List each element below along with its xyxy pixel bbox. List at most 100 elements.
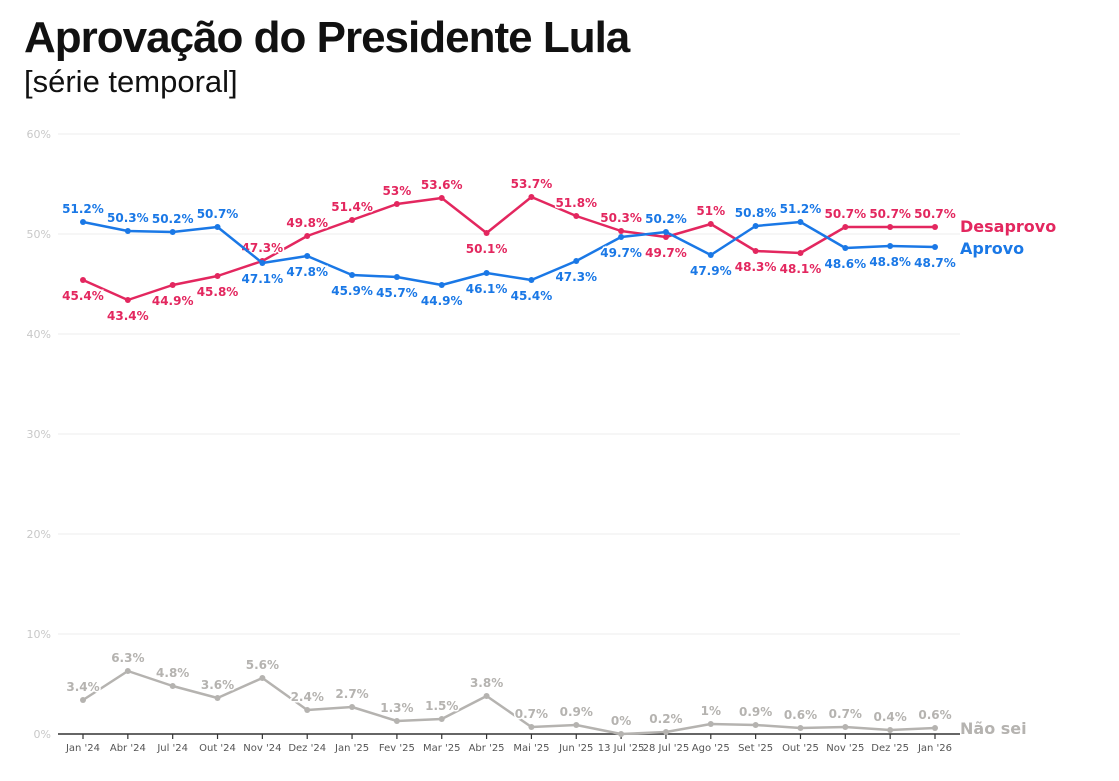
chart-title: Aprovação do Presidente Lula — [24, 13, 630, 62]
data-point — [797, 219, 804, 225]
data-point — [573, 213, 580, 219]
data-point — [304, 253, 311, 259]
data-label: 0% — [611, 714, 631, 728]
data-point — [124, 668, 131, 674]
data-point — [528, 194, 535, 200]
data-label: 47.8% — [286, 265, 328, 279]
legend-label: Não sei — [960, 719, 1027, 738]
data-label: 43.4% — [107, 309, 149, 323]
data-label: 50.7% — [197, 207, 239, 221]
data-label: 1% — [701, 704, 721, 718]
y-tick-label: 20% — [27, 528, 51, 541]
y-tick-label: 60% — [27, 128, 51, 141]
data-label: 51.2% — [62, 202, 104, 216]
data-point — [438, 195, 445, 201]
x-tick-label: Set '25 — [738, 743, 773, 754]
data-label: 50.7% — [869, 207, 911, 221]
x-tick-label: Abr '25 — [469, 743, 505, 754]
data-point — [618, 731, 625, 737]
x-tick-label: Jul '24 — [156, 743, 188, 754]
y-tick-label: 0% — [34, 728, 51, 741]
x-tick-label: Abr '24 — [110, 743, 146, 754]
data-point — [887, 243, 894, 249]
series-line — [82, 669, 936, 736]
data-label: 0.6% — [918, 708, 951, 722]
data-label: 48.7% — [914, 256, 956, 270]
data-label: 44.9% — [152, 294, 194, 308]
data-point — [304, 707, 311, 713]
x-tick-label: Out '25 — [782, 743, 819, 754]
data-label: 45.9% — [331, 284, 373, 298]
data-label: 47.3% — [555, 270, 597, 284]
data-point — [752, 223, 759, 229]
data-label: 53.7% — [511, 177, 553, 191]
data-point — [887, 224, 894, 230]
data-label: 51.2% — [780, 202, 822, 216]
data-label: 47.9% — [690, 264, 732, 278]
series-line — [82, 220, 936, 287]
x-tick-label: Dez '24 — [288, 743, 326, 754]
x-tick-label: Nov '24 — [243, 743, 281, 754]
data-point — [528, 724, 535, 730]
data-point — [393, 718, 400, 724]
data-label: 49.8% — [286, 216, 328, 230]
data-label: 0.7% — [829, 707, 862, 721]
data-label: 50.3% — [600, 211, 642, 225]
data-point — [438, 716, 445, 722]
data-point — [349, 217, 356, 223]
data-label: 4.8% — [156, 666, 189, 680]
x-tick-label: Fev '25 — [379, 743, 415, 754]
series-desaprovo: 45.4%43.4%44.9%45.8%47.3%49.8%51.4%53% 53… — [61, 176, 1057, 325]
data-point — [618, 234, 625, 240]
data-point — [393, 201, 400, 207]
data-point — [304, 233, 311, 239]
data-point — [528, 277, 535, 283]
data-label: 50.1% — [466, 242, 508, 256]
y-tick-label: 30% — [27, 428, 51, 441]
x-tick-label: Mar '25 — [423, 743, 461, 754]
data-point — [438, 282, 445, 288]
data-label: 46.1% — [466, 282, 508, 296]
data-label: 48.6% — [824, 257, 866, 271]
data-label: 45.7% — [376, 286, 418, 300]
data-label: 45.4% — [511, 289, 553, 303]
legend-label: Aprovo — [960, 239, 1024, 258]
data-point — [842, 224, 849, 230]
data-label: 53.6% — [421, 178, 463, 192]
data-point — [887, 727, 894, 733]
data-label: 47.3% — [242, 241, 284, 255]
data-point — [932, 224, 938, 230]
data-label: 6.3% — [111, 651, 144, 665]
series-n-o-sei: 3.4% 6.3% 4.8% 3.6% 5.6% 2.4% 2.7% 1.3% 1.5% 3.8%… — [65, 650, 1027, 739]
data-label: 3.6% — [201, 678, 234, 692]
data-label: 5.6% — [246, 658, 279, 672]
data-label: 0.6% — [784, 708, 817, 722]
data-label: 50.7% — [914, 207, 956, 221]
y-tick-label: 50% — [27, 228, 51, 241]
data-label: 51.4% — [331, 200, 373, 214]
data-point — [214, 273, 221, 279]
y-axis: 0% 10% 20% 30% 40% 50% 60% — [27, 128, 51, 741]
data-label: 50.2% — [645, 212, 687, 226]
gridlines — [58, 133, 960, 635]
data-point — [483, 270, 490, 276]
x-axis: Jan '24 Abr '24 Jul '24 Out '24 Nov '24 Dez '… — [58, 733, 960, 754]
y-tick-label: 40% — [27, 328, 51, 341]
x-tick-label: Out '24 — [199, 743, 236, 754]
data-point — [214, 224, 221, 230]
data-label: 3.8% — [470, 676, 503, 690]
data-point — [124, 228, 131, 234]
y-tick-label: 10% — [27, 628, 51, 641]
data-label: 50.3% — [107, 211, 149, 225]
data-point — [932, 244, 938, 250]
data-label: 50.8% — [735, 206, 777, 220]
data-point — [169, 229, 176, 235]
data-point — [662, 729, 669, 735]
data-point — [573, 258, 580, 264]
chart-subtitle: [série temporal] — [24, 64, 238, 99]
data-point — [349, 704, 356, 710]
x-tick-label: Nov '25 — [826, 743, 864, 754]
data-point — [842, 245, 849, 251]
data-label: 0.4% — [874, 710, 907, 724]
